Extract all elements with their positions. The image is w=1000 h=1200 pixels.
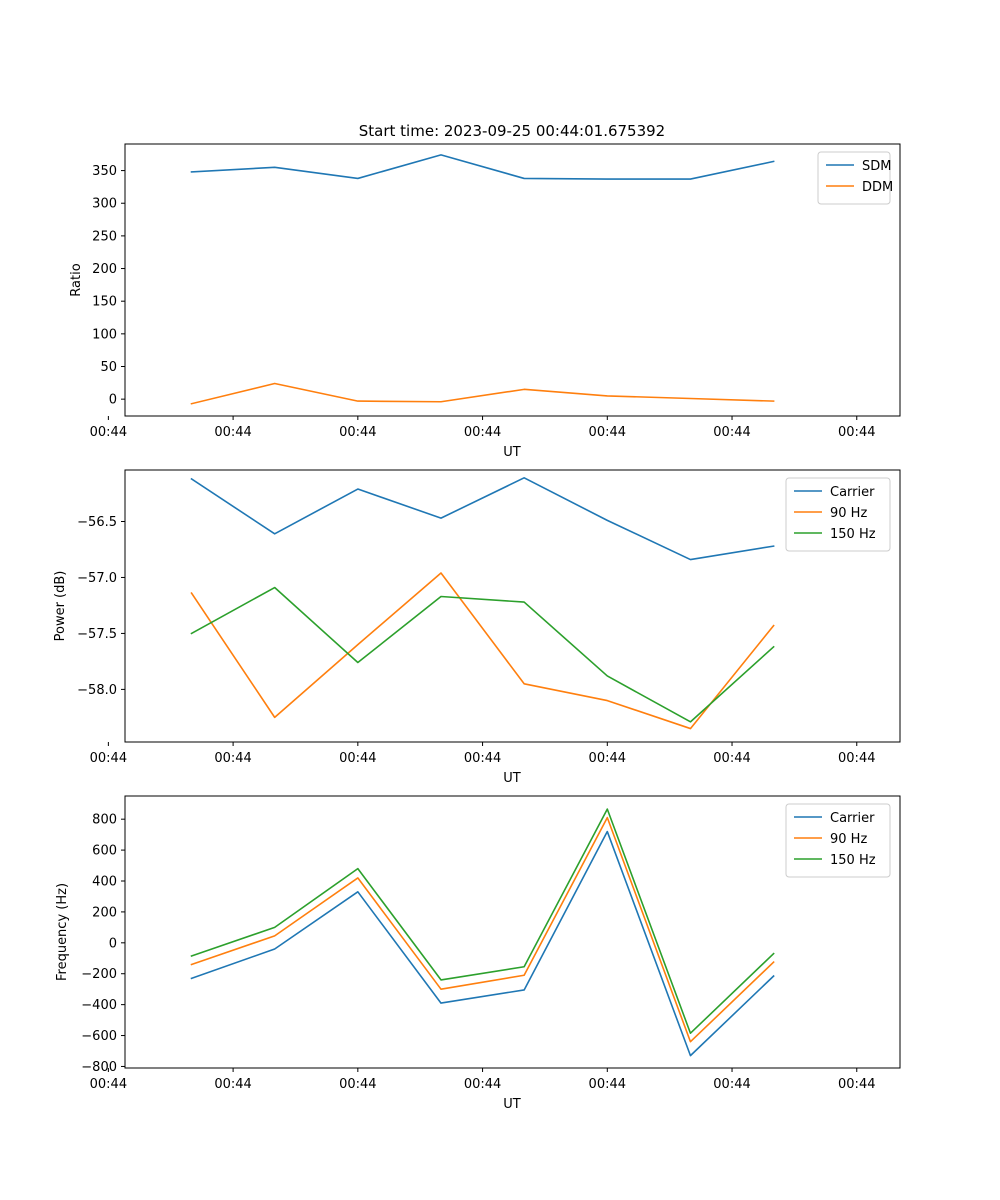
frequency-panel: 00:44 00:44 00:44 00:44 00:44 00:44 00:44 −800… [55, 795, 901, 1112]
frequency-y-tick-label: 200 [92, 905, 117, 920]
ratio-x-tick-label: 00:44 [713, 425, 750, 440]
ratio-y-tick-label: 0 [109, 393, 117, 408]
power-series-150-hz [190, 586, 775, 723]
frequency-series-150-hz [190, 808, 775, 1035]
ratio-x-tick-label: 00:44 [339, 425, 376, 440]
power-y-tick-label: −57.5 [77, 627, 117, 642]
frequency-y-tick-label: −600 [81, 1029, 117, 1044]
frequency-x-tick-label: 00:44 [90, 1077, 127, 1092]
frequency-legend-label: 150 Hz [830, 853, 876, 868]
ratio-y-tick-label: 50 [100, 360, 117, 375]
frequency-y-axis-label: Frequency (Hz) [55, 883, 70, 981]
frequency-legend-label: Carrier [830, 811, 875, 826]
ratio-legend-label: SDM [862, 159, 891, 174]
frequency-x-tick-label: 00:44 [339, 1077, 376, 1092]
ratio-x-tick-label: 00:44 [838, 425, 875, 440]
power-x-tick-label: 00:44 [214, 751, 251, 766]
frequency-x-tick-label: 00:44 [713, 1077, 750, 1092]
frequency-y-tick-label: 800 [92, 813, 117, 828]
frequency-y-tick-label: 0 [109, 936, 117, 951]
power-x-tick-label: 00:44 [589, 751, 626, 766]
ratio-x-tick-label: 00:44 [214, 425, 251, 440]
frequency-series-carrier [190, 830, 775, 1057]
frequency-x-axis-label: UT [503, 1097, 521, 1112]
frequency-y-tick-label: −200 [81, 967, 117, 982]
power-legend-label: Carrier [830, 485, 875, 500]
power-y-tick-label: −58.0 [77, 683, 117, 698]
power-legend-label: 150 Hz [830, 527, 876, 542]
ratio-plot-frame [124, 143, 901, 417]
ratio-y-tick-label: 100 [92, 327, 117, 342]
ratio-y-tick-label: 250 [92, 229, 117, 244]
ratio-x-tick-label: 00:44 [589, 425, 626, 440]
ratio-series-ddm [190, 382, 775, 405]
ratio-x-axis-label: UT [503, 445, 521, 460]
ratio-y-tick-label: 300 [92, 197, 117, 212]
frequency-x-tick-label: 00:44 [214, 1077, 251, 1092]
power-x-tick-label: 00:44 [838, 751, 875, 766]
power-series-carrier [190, 477, 775, 561]
power-x-tick-label: 00:44 [90, 751, 127, 766]
power-panel: 00:44 00:44 00:44 00:44 00:44 00:44 00:44 −58.… [53, 469, 901, 786]
ratio-y-tick-label: 200 [92, 262, 117, 277]
ratio-x-tick-label: 00:44 [90, 425, 127, 440]
frequency-y-tick-label: −800 [81, 1060, 117, 1075]
frequency-y-tick-label: 600 [92, 844, 117, 859]
power-plot-frame [124, 469, 901, 743]
power-x-axis-label: UT [503, 771, 521, 786]
frequency-y-tick-label: 400 [92, 875, 117, 890]
frequency-plot-frame [124, 795, 901, 1069]
ratio-series-sdm [190, 154, 775, 180]
chart-title: Start time: 2023-09-25 00:44:01.675392 [359, 122, 665, 140]
power-x-tick-label: 00:44 [339, 751, 376, 766]
ratio-legend-label: DDM [862, 180, 893, 195]
power-x-tick-label: 00:44 [464, 751, 501, 766]
power-y-axis-label: Power (dB) [53, 571, 68, 642]
power-y-tick-label: −57.0 [77, 571, 117, 586]
frequency-x-tick-label: 00:44 [464, 1077, 501, 1092]
power-legend-label: 90 Hz [830, 506, 867, 521]
ratio-x-tick-label: 00:44 [464, 425, 501, 440]
power-series-90-hz [190, 572, 775, 730]
frequency-y-tick-label: −400 [81, 998, 117, 1013]
frequency-x-tick-label: 00:44 [838, 1077, 875, 1092]
ratio-y-tick-label: 350 [92, 164, 117, 179]
ratio-panel: Start time: 2023-09-25 00:44:01.675392 0… [69, 122, 901, 460]
ratio-y-tick-label: 150 [92, 295, 117, 310]
frequency-x-tick-label: 00:44 [589, 1077, 626, 1092]
frequency-series-90-hz [190, 816, 775, 1043]
power-x-tick-label: 00:44 [713, 751, 750, 766]
ratio-y-axis-label: Ratio [69, 263, 84, 296]
power-y-tick-label: −56.5 [77, 515, 117, 530]
frequency-legend-label: 90 Hz [830, 832, 867, 847]
